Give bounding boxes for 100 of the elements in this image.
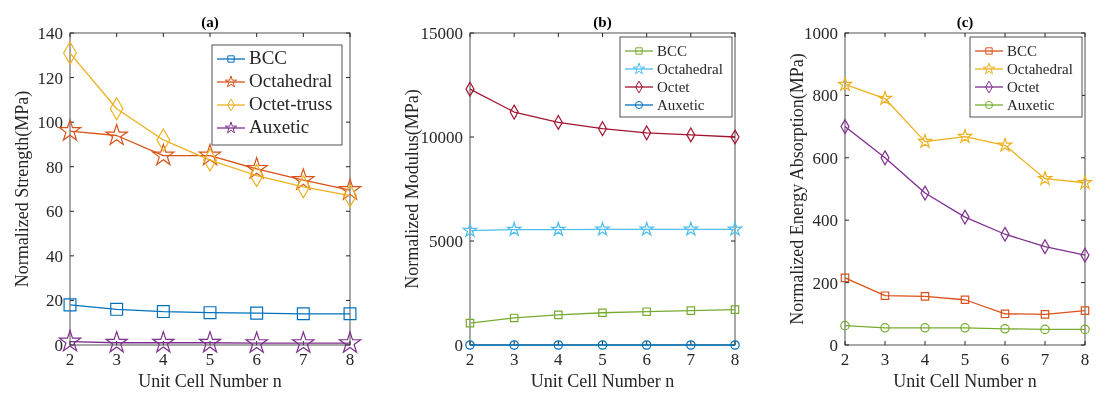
y-tick-label: 140 bbox=[37, 24, 63, 43]
y-axis-title: Normalized Modulus(MPa) bbox=[402, 89, 423, 289]
point bbox=[639, 221, 654, 236]
point bbox=[152, 143, 175, 166]
x-tick-label: 3 bbox=[880, 350, 890, 369]
point bbox=[598, 308, 607, 318]
x-tick-label: 5 bbox=[960, 350, 970, 369]
legend-label: Auxetic bbox=[1007, 97, 1055, 113]
point bbox=[105, 123, 128, 146]
point bbox=[727, 221, 743, 236]
point bbox=[554, 310, 563, 320]
x-tick-label: 2 bbox=[465, 350, 475, 369]
x-tick-label: 3 bbox=[112, 350, 121, 369]
point bbox=[506, 221, 522, 236]
chart-title: (b) bbox=[593, 14, 612, 31]
point bbox=[245, 157, 268, 179]
point bbox=[960, 323, 970, 333]
point bbox=[551, 221, 566, 236]
point bbox=[338, 178, 362, 200]
point bbox=[1040, 310, 1050, 319]
y-tick-label: 20 bbox=[46, 291, 63, 311]
point bbox=[292, 331, 315, 353]
x-tick-label: 5 bbox=[598, 350, 607, 369]
chart-title: (c) bbox=[956, 14, 974, 31]
legend-label: Octet bbox=[1007, 79, 1041, 95]
point bbox=[63, 298, 77, 312]
chart-title: (a) bbox=[201, 14, 219, 31]
y-tick-label: 600 bbox=[812, 148, 838, 168]
x-tick-label: 8 bbox=[345, 350, 355, 369]
x-axis-title: Unit Cell Number n bbox=[138, 371, 282, 391]
x-tick-label: 7 bbox=[299, 350, 309, 369]
point bbox=[1037, 171, 1053, 185]
y-tick-label: 5000 bbox=[429, 232, 463, 251]
x-tick-label: 2 bbox=[840, 350, 850, 369]
x-tick-label: 8 bbox=[1080, 350, 1090, 369]
x-axis-title: Unit Cell Number n bbox=[530, 371, 675, 391]
point bbox=[1000, 324, 1010, 334]
point bbox=[152, 331, 175, 353]
point bbox=[920, 292, 930, 301]
point bbox=[198, 143, 222, 166]
y-tick-label: 200 bbox=[812, 273, 838, 293]
point bbox=[465, 318, 475, 328]
point bbox=[156, 305, 170, 319]
y-tick-label: 80 bbox=[46, 157, 63, 177]
y-tick-label: 0 bbox=[54, 336, 63, 355]
legend-label: BCC bbox=[657, 43, 688, 59]
legend-label: Octet-truss bbox=[249, 93, 333, 114]
point bbox=[837, 76, 853, 91]
point bbox=[880, 323, 890, 333]
point bbox=[641, 340, 652, 350]
y-tick-label: 40 bbox=[46, 246, 63, 266]
x-tick-label: 6 bbox=[252, 350, 261, 369]
point bbox=[1040, 324, 1050, 335]
legend-label: Octet bbox=[657, 79, 691, 95]
y-axis-title: Normalized Energy Absorption(MPa) bbox=[787, 53, 808, 325]
point bbox=[877, 90, 893, 105]
legend-label: Auxetic bbox=[249, 116, 310, 137]
y-tick-label: 0 bbox=[454, 336, 463, 355]
point bbox=[595, 221, 610, 236]
point bbox=[198, 331, 222, 353]
point bbox=[465, 340, 475, 350]
point bbox=[960, 295, 970, 305]
x-tick-label: 3 bbox=[509, 350, 519, 369]
point bbox=[686, 340, 696, 350]
legend-label: BCC bbox=[249, 47, 288, 68]
point bbox=[880, 291, 890, 301]
point bbox=[338, 331, 362, 353]
point bbox=[343, 307, 357, 321]
y-tick-label: 15000 bbox=[420, 24, 463, 43]
x-tick-label: 4 bbox=[554, 350, 564, 369]
point bbox=[840, 320, 850, 331]
point bbox=[920, 323, 930, 333]
point bbox=[296, 307, 310, 321]
point bbox=[730, 305, 740, 314]
y-tick-label: 60 bbox=[46, 202, 63, 222]
y-tick-label: 400 bbox=[812, 211, 838, 231]
legend-label: Auxetic bbox=[657, 97, 705, 113]
y-tick-label: 0 bbox=[829, 336, 838, 355]
x-tick-label: 5 bbox=[205, 350, 215, 369]
point bbox=[203, 306, 217, 320]
point bbox=[245, 331, 268, 353]
point bbox=[509, 340, 519, 350]
x-tick-label: 6 bbox=[642, 350, 651, 369]
point bbox=[597, 340, 608, 350]
legend-label: Octahedral bbox=[1007, 61, 1073, 77]
point bbox=[509, 313, 519, 323]
x-tick-label: 7 bbox=[1040, 350, 1050, 369]
x-tick-label: 7 bbox=[686, 350, 696, 369]
point bbox=[1080, 324, 1090, 335]
point bbox=[292, 168, 315, 190]
point bbox=[683, 221, 699, 236]
point bbox=[917, 133, 933, 148]
point bbox=[957, 128, 973, 143]
point bbox=[553, 340, 564, 350]
point bbox=[686, 306, 696, 315]
point bbox=[1000, 309, 1010, 319]
point bbox=[110, 302, 124, 316]
point bbox=[250, 306, 264, 320]
x-tick-label: 4 bbox=[159, 350, 169, 369]
y-tick-label: 120 bbox=[37, 68, 63, 88]
